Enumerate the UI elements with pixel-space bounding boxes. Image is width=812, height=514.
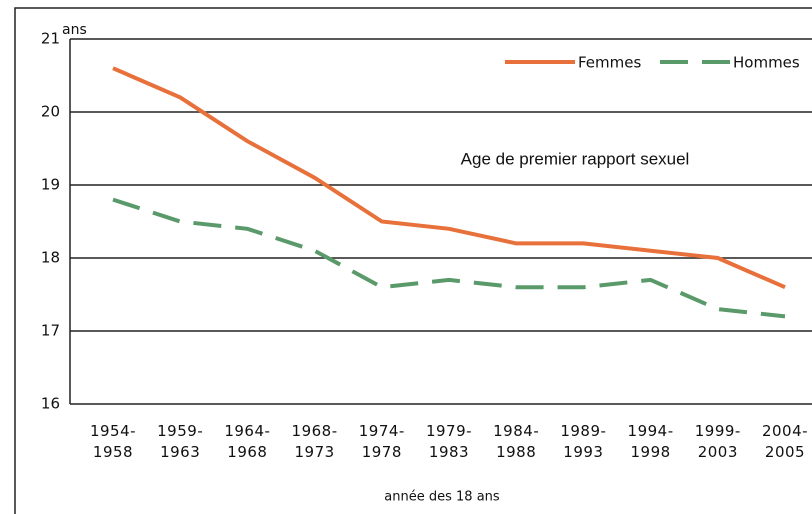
y-tick-label: 18 <box>41 249 60 267</box>
x-tick-label: 1974- 1978 <box>358 422 405 461</box>
y-tick-label: 21 <box>41 30 60 48</box>
y-tick-label: 17 <box>41 322 60 340</box>
y-tick-label: 20 <box>41 103 60 121</box>
x-tick-label: 1979- 1983 <box>425 422 473 461</box>
y-tick-label: 19 <box>41 176 60 194</box>
frame <box>14 7 812 514</box>
x-tick-label: 2004- 2005 <box>761 422 809 461</box>
annotation: Age de premier rapport sexuel <box>461 149 690 168</box>
line-series <box>112 197 786 319</box>
legend-label: Femmes <box>578 54 641 72</box>
x-tick-label: 1984- 1988 <box>493 422 540 461</box>
x-tick-label: 1989- 1993 <box>560 422 607 461</box>
x-axis-label: année des 18 ans <box>384 490 500 505</box>
y-tick-label: 16 <box>41 395 60 413</box>
x-tick-label: 1959- 1963 <box>157 422 204 461</box>
x-tick-label: 1964- 1968 <box>224 422 271 461</box>
legend-label: Hommes <box>733 54 800 72</box>
x-tick-label: 1968- 1973 <box>291 422 338 461</box>
line-series <box>112 66 786 290</box>
x-tick-label: 1994- 1998 <box>627 422 674 461</box>
x-tick-label: 1999- 2003 <box>694 422 741 461</box>
y-axis-label: ans <box>62 22 87 38</box>
x-tick-label: 1954- 1958 <box>89 422 137 461</box>
